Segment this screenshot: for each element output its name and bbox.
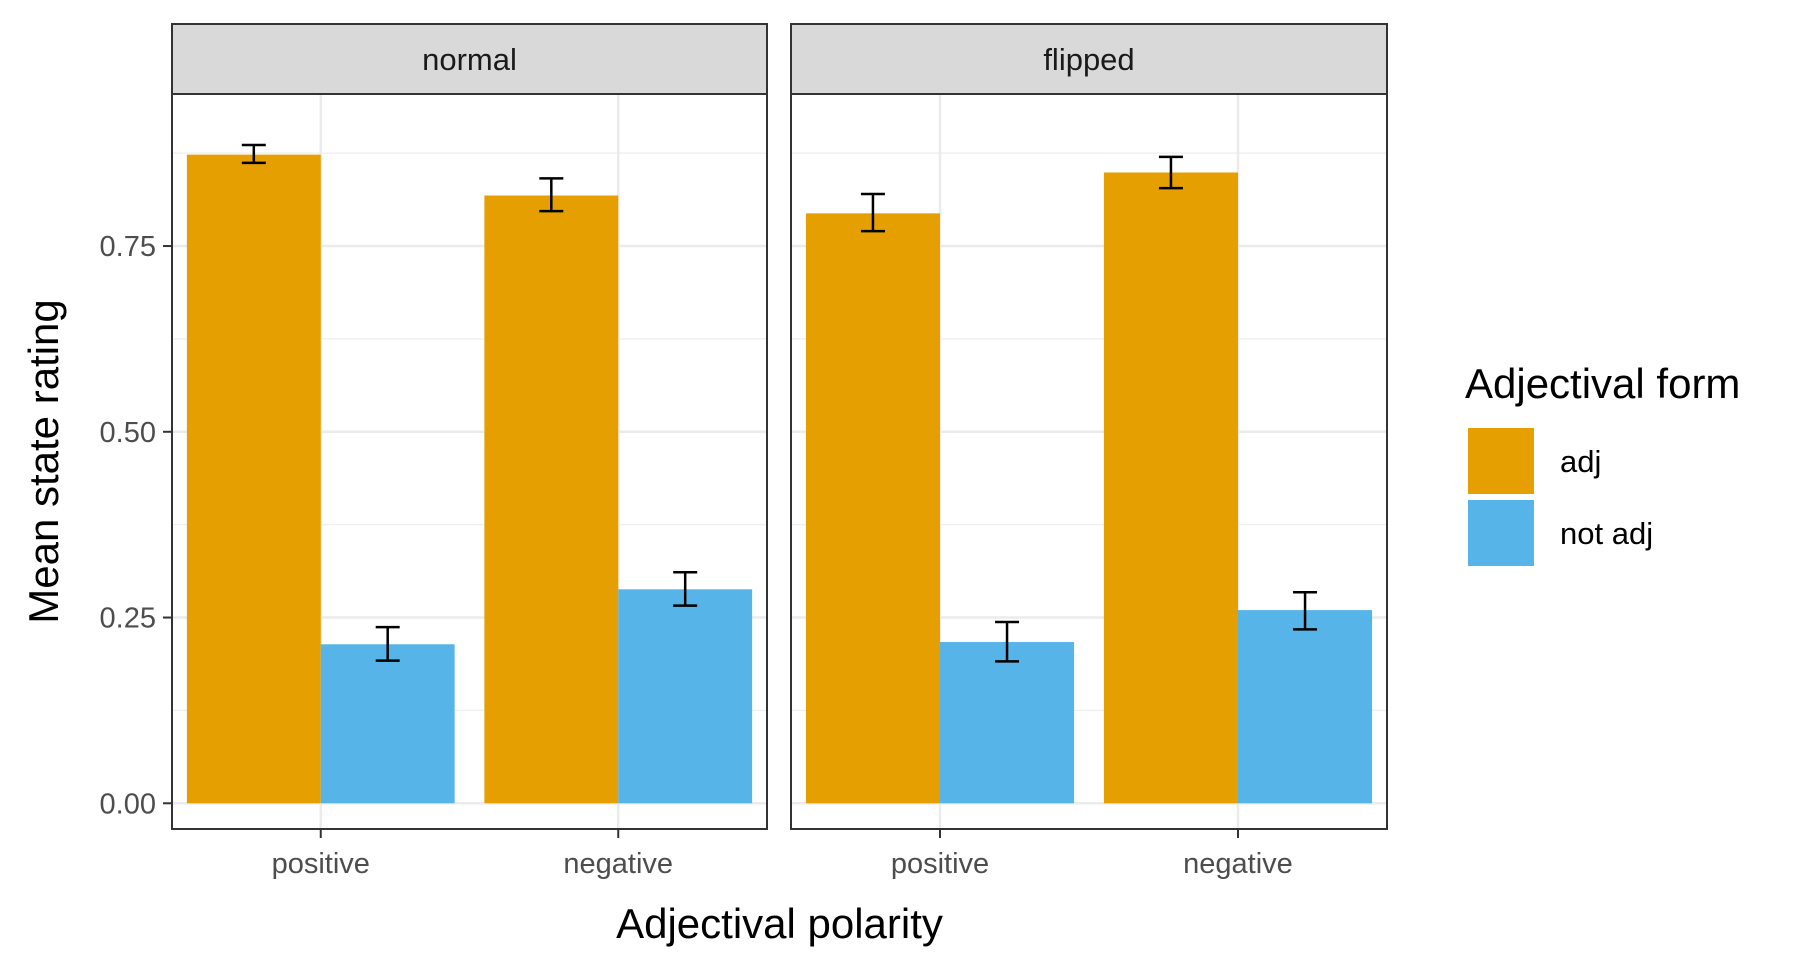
x-axis-title: Adjectival polarity (616, 900, 943, 947)
x-tick-label: negative (563, 848, 673, 880)
panel-normal: normal positive negative (171, 23, 768, 880)
bar-not-adj-negative (1238, 610, 1373, 804)
x-tick-label: positive (891, 848, 989, 880)
error-bar (375, 625, 400, 662)
legend-key-adj (1468, 428, 1534, 494)
legend-label: not adj (1560, 516, 1653, 551)
bar-adj-negative (484, 195, 619, 804)
bar-not-adj-positive (320, 644, 455, 804)
error-bar (673, 570, 698, 607)
bar-not-adj-negative (618, 589, 753, 804)
axes: Mean state rating Adjectival polarity 0.… (20, 231, 943, 947)
error-bar (995, 620, 1020, 663)
y-axis-title: Mean state rating (20, 299, 67, 624)
facet-strip (790, 23, 1388, 95)
error-bar (1293, 591, 1318, 631)
error-bar (860, 192, 885, 233)
legend-label: adj (1560, 444, 1601, 479)
bar-adj-positive (186, 154, 321, 804)
y-tick-label: 0.75 (100, 231, 156, 263)
y-tick-label: 0.50 (100, 417, 156, 449)
error-bar (1158, 155, 1183, 190)
error-bar (539, 177, 564, 213)
panel-border (171, 93, 768, 830)
panel-flipped: flipped positive negative (790, 23, 1388, 880)
facet-strip (171, 23, 768, 95)
y-tick-label: 0.00 (100, 788, 156, 820)
y-tick-label: 0.25 (100, 603, 156, 635)
error-bar (241, 143, 266, 165)
legend-key-not-adj (1468, 500, 1534, 566)
x-tick-label: positive (272, 848, 370, 880)
facet-strip-label: flipped (1043, 42, 1134, 77)
bar-adj-negative (1103, 172, 1238, 804)
x-tick-label: negative (1183, 848, 1293, 880)
legend: Adjectival form adj not adj (1465, 360, 1740, 566)
facet-strip-label: normal (422, 42, 517, 77)
bar-not-adj-positive (940, 642, 1075, 804)
facet-panels: normal positive negative flipped positive neg… (171, 23, 1388, 880)
panel-border (790, 93, 1388, 830)
legend-title: Adjectival form (1465, 360, 1740, 407)
bar-adj-positive (805, 213, 940, 804)
